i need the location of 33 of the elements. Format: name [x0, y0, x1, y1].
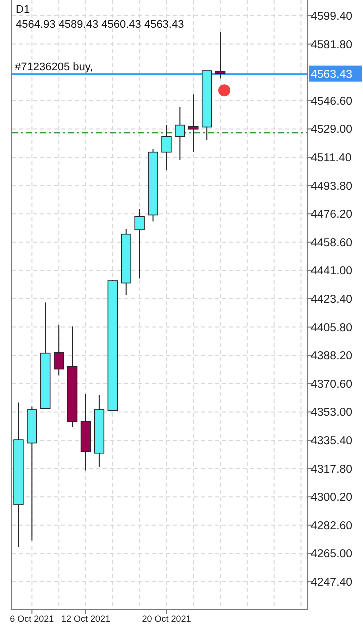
ref-line-label: #71236205 buy, [15, 62, 94, 74]
y-tick-label: 4265.00 [311, 548, 353, 561]
y-tick-label: 4405.80 [311, 322, 353, 334]
y-tick-label: 4423.40 [311, 294, 353, 306]
y-tick-label: 4529.00 [311, 124, 353, 136]
y-tick-label: 4581.80 [311, 39, 353, 52]
ref-line-label: 4563.43 [311, 68, 353, 81]
y-tick-label: 4441.00 [311, 266, 353, 278]
y-tick-label: 4300.20 [311, 492, 353, 504]
candlestick [175, 106, 186, 161]
y-tick-label: 4458.60 [311, 237, 353, 250]
y-tick-label: 4388.20 [311, 350, 353, 363]
y-tick-label: 4493.80 [311, 180, 353, 193]
candlestick [215, 32, 226, 80]
x-tick-label: 6 Oct 2021 [10, 614, 54, 624]
candlestick [162, 124, 172, 171]
x-tick-label: 12 Oct 2021 [61, 614, 111, 624]
y-tick-label: 4247.40 [311, 577, 353, 590]
chart-title: D1 [16, 4, 30, 16]
y-tick-label: 4335.40 [311, 436, 353, 448]
y-tick-label: 4282.60 [311, 520, 353, 532]
y-tick-label: 4317.80 [311, 464, 353, 476]
y-tick-label: 4370.60 [311, 378, 353, 391]
y-tick-label: 4476.20 [311, 209, 353, 222]
candlestick [54, 324, 64, 376]
y-tick-label: 4353.00 [311, 407, 353, 420]
y-tick-label: 4511.40 [311, 152, 352, 165]
x-tick-label: 20 Oct 2021 [142, 614, 192, 624]
text: 4564.93 4589.43 4560.43 4563.43 [16, 19, 184, 31]
candlestick [188, 94, 199, 153]
y-tick-label: 4546.60 [311, 96, 353, 108]
candlestick [134, 208, 145, 280]
y-tick-label: 4599.40 [311, 11, 353, 24]
